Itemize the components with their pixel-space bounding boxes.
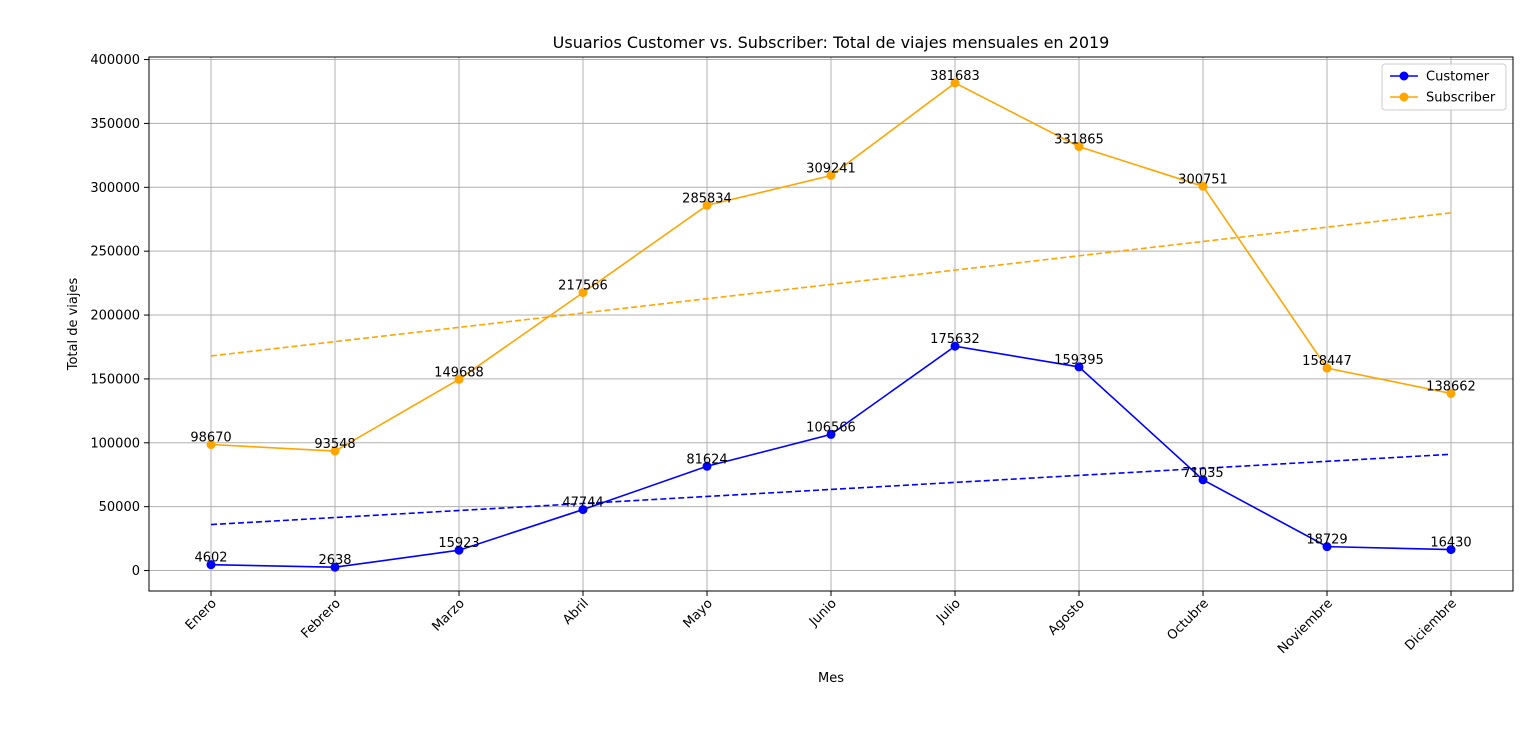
y-tick-label: 100000 (90, 436, 140, 451)
x-tick-label: Diciembre (1402, 596, 1460, 654)
data-labels: 4602 2638 15923 47744 81624 106566 175632 15939… (190, 69, 1476, 568)
data-label: 158447 (1302, 354, 1352, 369)
y-tick-label: 0 (132, 564, 140, 579)
data-label: 4602 (194, 551, 227, 566)
data-label: 331865 (1054, 133, 1104, 148)
data-label: 18729 (1306, 533, 1347, 548)
data-point (702, 461, 712, 471)
data-point (1074, 362, 1084, 372)
x-tick-label: Enero (183, 596, 220, 633)
data-label: 98670 (190, 431, 231, 446)
y-tick-label: 200000 (90, 309, 140, 324)
x-tick-label: Mayo (681, 596, 716, 631)
data-point (1446, 545, 1456, 555)
data-point (454, 374, 464, 384)
data-point (826, 429, 836, 439)
data-point (578, 288, 588, 298)
data-label: 71035 (1182, 466, 1223, 481)
trend-line (210, 212, 1452, 357)
legend: Customer Subscriber (1381, 63, 1507, 111)
data-point (206, 560, 216, 570)
x-tick-label: Febrero (299, 596, 344, 641)
x-tick-label: Octubre (1164, 596, 1211, 643)
data-label: 300751 (1178, 172, 1228, 187)
data-point (702, 200, 712, 210)
data-label: 217566 (558, 279, 608, 294)
y-tick-label: 150000 (90, 372, 140, 387)
y-tick-label: 50000 (99, 500, 140, 515)
legend-marker (1399, 92, 1409, 102)
trend-lines (210, 212, 1452, 526)
data-point (950, 341, 960, 351)
data-point (1074, 142, 1084, 152)
data-point (1198, 475, 1208, 485)
x-tick-label: Abril (560, 596, 592, 628)
legend-label: Subscriber (1426, 91, 1496, 106)
data-point (454, 545, 464, 555)
data-point (826, 171, 836, 181)
data-point (950, 78, 960, 88)
data-point (330, 446, 340, 456)
y-axis-title: Total de viajes (66, 278, 81, 372)
y-tick-label: 400000 (90, 53, 140, 68)
series-markers (206, 78, 1456, 572)
legend-label: Customer (1426, 70, 1490, 85)
x-axis-title: Mes (818, 671, 844, 686)
data-label: 175632 (930, 332, 980, 347)
x-tick-label: Noviembre (1275, 596, 1336, 657)
legend-marker (1399, 71, 1409, 81)
data-point (330, 562, 340, 572)
data-point (578, 505, 588, 515)
data-label: 285834 (682, 191, 732, 206)
data-point (1446, 388, 1456, 398)
y-tick-label: 350000 (90, 117, 140, 132)
data-label: 106566 (806, 420, 856, 435)
y-tick-label: 250000 (90, 245, 140, 260)
x-tick-label: Marzo (429, 596, 467, 634)
data-label: 15923 (438, 536, 479, 551)
data-point (206, 440, 216, 450)
data-label: 159395 (1054, 353, 1104, 368)
grid (149, 57, 1513, 591)
data-label: 2638 (318, 553, 351, 568)
data-point (1322, 542, 1332, 552)
chart-title: Usuarios Customer vs. Subscriber: Total … (553, 33, 1110, 52)
y-tick-label: 300000 (90, 181, 140, 196)
data-label: 16430 (1430, 536, 1471, 551)
x-tick-label: Agosto (1045, 596, 1087, 638)
data-label: 309241 (806, 162, 856, 177)
data-label: 93548 (314, 437, 355, 452)
data-label: 149688 (434, 365, 484, 380)
data-point (1198, 181, 1208, 191)
data-label: 138662 (1426, 379, 1476, 394)
x-tick-label: Julio (933, 596, 964, 627)
data-label: 381683 (930, 69, 980, 84)
data-label: 47744 (562, 496, 603, 511)
data-label: 81624 (686, 452, 727, 467)
data-point (1322, 363, 1332, 373)
x-tick-label: Junio (806, 596, 840, 630)
